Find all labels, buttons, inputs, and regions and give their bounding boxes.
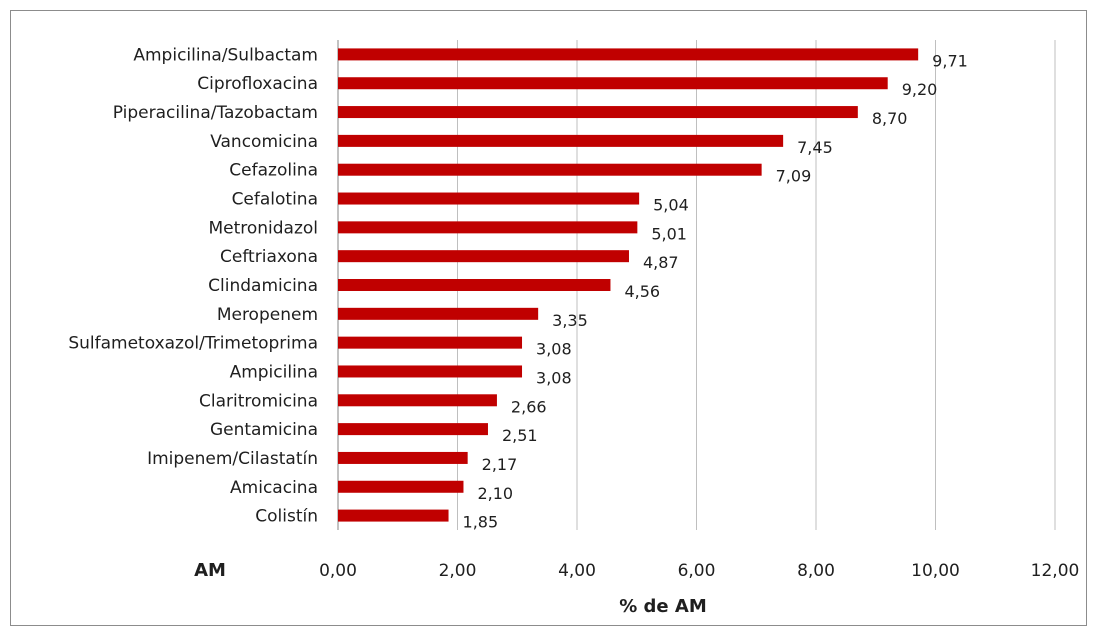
data-label: 3,35 [552, 311, 588, 330]
category-label: Meropenem [217, 305, 318, 325]
data-label: 5,01 [651, 224, 687, 243]
bar [338, 451, 468, 464]
x-tick-label: 4,00 [558, 561, 596, 581]
data-label: 4,56 [624, 282, 660, 301]
x-tick-label: 8,00 [797, 561, 835, 581]
bar [338, 336, 523, 349]
data-label: 4,87 [643, 253, 679, 272]
category-label: Metronidazol [208, 218, 318, 238]
data-label: 2,17 [482, 455, 518, 474]
data-labels: 9,71 9,20 8,70 7,45 7,09 5,04 5,01 4,87 4,56 3,35… [463, 51, 968, 531]
gridlines [337, 40, 1056, 530]
bar [338, 250, 629, 263]
bar [338, 423, 488, 436]
category-label: Amicacina [230, 478, 318, 498]
bar [338, 77, 888, 90]
bar [338, 480, 464, 493]
data-label: 2,10 [477, 484, 513, 503]
bar [338, 365, 523, 378]
category-labels: Ampicilina/Sulbactam Ciprofloxacina Pipera… [68, 45, 318, 526]
bars [338, 48, 919, 522]
data-label: 1,85 [463, 513, 499, 532]
x-tick-label: 0,00 [319, 561, 357, 581]
bar [338, 134, 784, 147]
data-label: 2,66 [511, 397, 547, 416]
bar [338, 394, 497, 407]
category-label: Vancomicina [210, 132, 318, 152]
bar [338, 307, 539, 320]
category-label: Claritromicina [199, 391, 318, 411]
data-label: 2,51 [502, 426, 538, 445]
bar [338, 48, 919, 61]
x-axis-title: % de AM [619, 596, 707, 617]
category-label: Gentamicina [210, 420, 318, 440]
bar [338, 279, 611, 291]
x-tick-label: 6,00 [678, 561, 716, 581]
bar [338, 106, 858, 119]
bar [338, 192, 640, 205]
x-tick-label: 12,00 [1031, 561, 1080, 581]
data-label: 9,71 [932, 51, 968, 70]
category-label: Clindamicina [208, 276, 318, 296]
category-label: Ceftriaxona [220, 247, 318, 267]
data-label: 3,08 [536, 368, 572, 387]
category-label: Ciprofloxacina [197, 74, 318, 94]
data-label: 3,08 [536, 340, 572, 359]
category-label: Ampicilina/Sulbactam [133, 45, 318, 65]
y-axis-title: AM [194, 560, 226, 581]
x-tick-label: 2,00 [439, 561, 477, 581]
data-label: 5,04 [653, 196, 689, 215]
category-label: Cefalotina [232, 190, 318, 210]
category-label: Sulfametoxazol/Trimetoprima [68, 334, 318, 354]
category-label: Colistín [255, 507, 318, 527]
bar [338, 221, 638, 234]
data-label: 7,09 [776, 167, 812, 186]
bar [338, 163, 762, 176]
x-tick-labels: 0,00 2,00 4,00 6,00 8,00 10,00 12,00 [319, 561, 1079, 581]
bar [338, 509, 449, 522]
category-label: Ampicilina [230, 362, 318, 382]
data-label: 8,70 [872, 109, 908, 128]
data-label: 7,45 [797, 138, 833, 157]
data-label: 9,20 [902, 80, 938, 99]
category-label: Cefazolina [229, 161, 318, 181]
category-label: Imipenem/Cilastatín [147, 449, 318, 469]
category-label: Piperacilina/Tazobactam [113, 103, 318, 123]
x-tick-label: 10,00 [911, 561, 960, 581]
